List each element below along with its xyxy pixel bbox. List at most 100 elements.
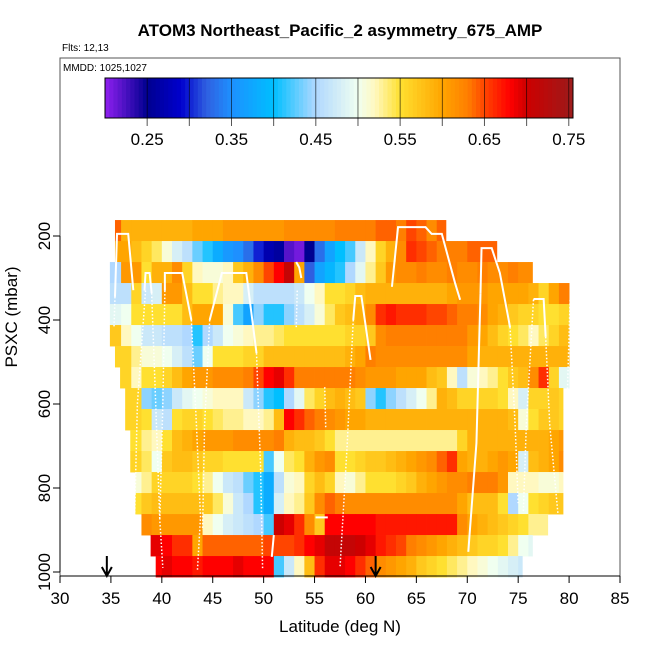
heatmap-cell	[345, 220, 356, 242]
heatmap-cell	[151, 262, 163, 284]
heatmap-cell	[172, 346, 183, 368]
heatmap-cell	[192, 472, 203, 494]
heatmap-cell	[172, 325, 183, 347]
heatmap-cell	[446, 367, 458, 389]
colorbar-swatch	[387, 78, 393, 118]
heatmap-cell	[345, 262, 356, 284]
heatmap-cell	[172, 304, 183, 326]
heatmap-cell	[304, 241, 315, 263]
x-tick-label: 30	[51, 589, 70, 608]
colorbar-swatch	[366, 78, 372, 118]
heatmap-cell	[467, 325, 478, 347]
heatmap-cell	[131, 409, 142, 431]
heatmap-cell	[487, 556, 499, 578]
heatmap-cell	[222, 472, 234, 494]
heatmap-cell	[548, 409, 560, 431]
heatmap-cell	[477, 367, 489, 389]
heatmap-cell	[538, 388, 550, 410]
heatmap-cell	[304, 493, 315, 515]
colorbar-swatch	[130, 78, 136, 118]
heatmap-cell	[284, 430, 295, 452]
heatmap-cell	[172, 367, 183, 389]
colorbar-swatch	[332, 78, 338, 118]
heatmap-cell	[477, 283, 489, 305]
colorbar-swatch	[438, 78, 443, 118]
heatmap-cell	[508, 388, 519, 410]
colorbar-swatch	[109, 78, 114, 118]
heatmap-cell	[273, 346, 285, 368]
heatmap-cell	[436, 283, 448, 305]
heatmap-cell	[518, 388, 529, 410]
heatmap-cell	[314, 409, 326, 431]
heatmap-cell	[345, 346, 356, 368]
heatmap-cell	[487, 535, 499, 557]
heatmap-cell	[212, 556, 224, 578]
heatmap-cell	[121, 304, 132, 326]
heatmap-cell	[131, 346, 142, 368]
heatmap-cell	[355, 493, 366, 515]
down-arrow-icon	[100, 556, 113, 579]
heatmap-cell	[172, 220, 183, 242]
heatmap-cell	[233, 451, 244, 473]
heatmap-cell	[314, 220, 326, 242]
heatmap-cell	[172, 409, 183, 431]
flight-track	[479, 247, 512, 328]
heatmap-cell	[436, 262, 448, 284]
heatmap-cell	[477, 472, 489, 494]
y-tick-label: 800	[35, 474, 54, 502]
heatmap-cell	[304, 325, 315, 347]
heatmap-cell	[304, 535, 315, 557]
heatmap-cell	[151, 325, 163, 347]
heatmap-cell	[202, 367, 214, 389]
heatmap-cell	[121, 262, 132, 284]
heatmap-cell	[263, 451, 275, 473]
heatmap-cell	[385, 304, 397, 326]
heatmap-cell	[406, 346, 417, 368]
heatmap-cell	[212, 535, 224, 557]
colorbar-swatch	[471, 78, 477, 118]
colorbar-swatch	[324, 78, 329, 118]
colorbar-swatch	[164, 78, 169, 118]
heatmap-cell	[375, 262, 387, 284]
heatmap-cell	[314, 283, 326, 305]
heatmap-cell	[192, 535, 203, 557]
heatmap-cell	[294, 535, 305, 557]
heatmap-cell	[161, 388, 173, 410]
heatmap-cell	[212, 367, 224, 389]
colorbar-swatch	[429, 78, 435, 118]
heatmap-cell	[436, 556, 448, 578]
colorbar-swatch	[539, 78, 544, 118]
heatmap-cell	[304, 409, 315, 431]
flight-track	[467, 293, 482, 552]
heatmap-cell	[365, 325, 377, 347]
heatmap-cell	[182, 472, 193, 494]
heatmap-cell	[375, 283, 387, 305]
heatmap-cell	[135, 493, 142, 515]
heatmap-cell	[477, 493, 489, 515]
heatmap-cell	[385, 535, 397, 557]
heatmap-cell	[324, 241, 336, 263]
heatmap-cell	[263, 283, 275, 305]
heatmap-cell	[457, 472, 468, 494]
heatmap-cell	[457, 367, 468, 389]
heatmap-cell	[385, 430, 397, 452]
colorbar-swatch	[454, 78, 460, 118]
heatmap-cell	[212, 388, 224, 410]
heatmap-cell	[284, 535, 295, 557]
heatmap-cell	[497, 472, 509, 494]
heatmap-cell	[426, 283, 438, 305]
heatmap-cell	[192, 346, 203, 368]
heatmap-cell	[406, 388, 417, 410]
colorbar-swatch	[239, 78, 245, 118]
heatmap-cell	[528, 367, 539, 389]
colorbar-swatch	[349, 78, 355, 118]
heatmap-cell	[151, 220, 163, 242]
colorbar-swatch	[391, 78, 397, 118]
colorbar-swatch	[147, 78, 152, 118]
heatmap-cell	[508, 304, 519, 326]
heatmap-cell	[487, 514, 499, 536]
heatmap-cell	[192, 367, 203, 389]
heatmap-cell	[345, 325, 356, 347]
heatmap-cell	[192, 283, 203, 305]
colorbar-tick-label: 0.25	[131, 130, 164, 149]
